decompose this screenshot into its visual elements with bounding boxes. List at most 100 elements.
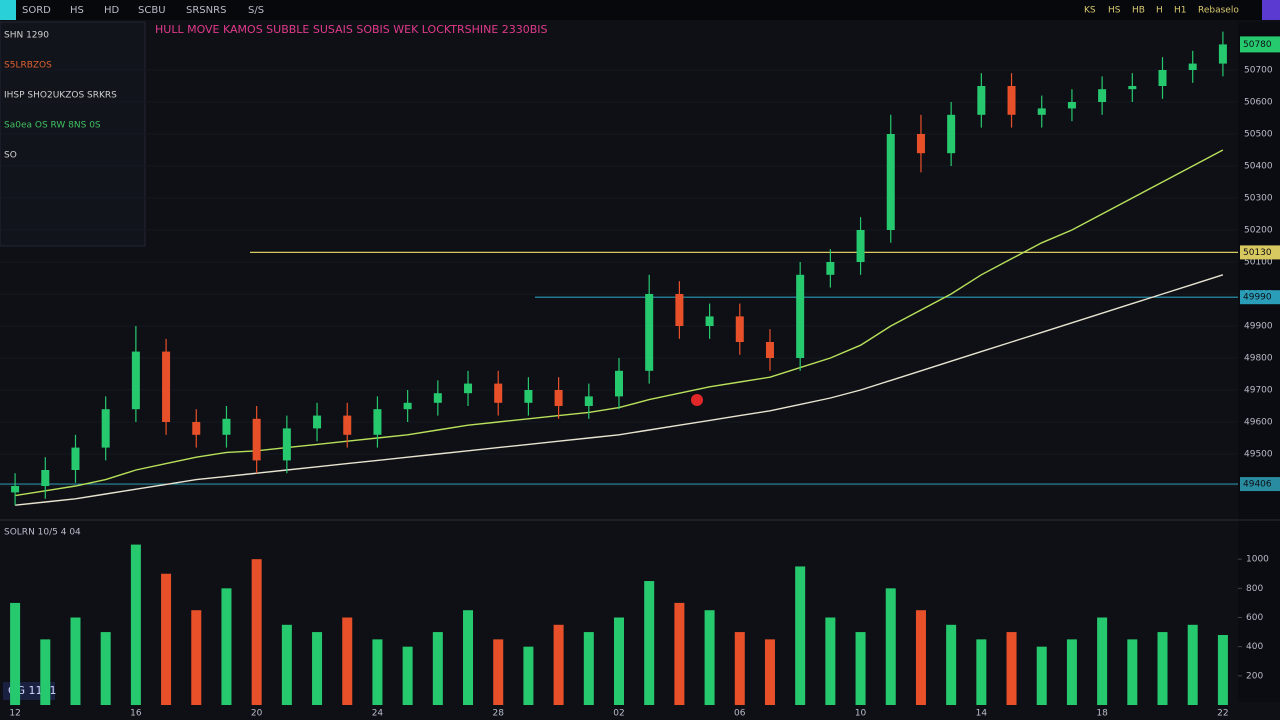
info-line: SHN 1290 bbox=[4, 31, 49, 41]
candle-body bbox=[1158, 70, 1167, 86]
toolbar-item[interactable]: HS bbox=[1108, 6, 1121, 16]
last-price-tag bbox=[1240, 36, 1280, 53]
logo[interactable] bbox=[0, 0, 16, 20]
info-line: S5LRBZOS bbox=[4, 61, 52, 71]
candle-body bbox=[222, 418, 231, 435]
level-tag-label: 49990 bbox=[1243, 293, 1272, 303]
volume-bar bbox=[795, 566, 806, 705]
toolbar-item[interactable]: S/S bbox=[248, 5, 264, 16]
volume-bar bbox=[40, 639, 51, 705]
info-line: IHSP SHO2UKZOS SRKRS bbox=[4, 91, 117, 101]
y-tick-label: 49700 bbox=[1244, 386, 1273, 396]
toolbar-item[interactable]: H bbox=[1156, 6, 1163, 16]
x-tick-label: 20 bbox=[251, 709, 263, 719]
candle-body bbox=[343, 415, 352, 435]
account-button[interactable] bbox=[1262, 0, 1280, 20]
candle-body bbox=[796, 274, 805, 358]
candle-body bbox=[282, 428, 291, 461]
candle-body bbox=[71, 447, 80, 470]
candle-body bbox=[464, 383, 473, 394]
candle-body bbox=[11, 486, 20, 493]
candle-body bbox=[41, 470, 50, 486]
volume-bar bbox=[1187, 624, 1198, 705]
toolbar-item[interactable]: HD bbox=[104, 5, 120, 16]
x-tick-label: 14 bbox=[976, 709, 988, 719]
x-tick-label: 24 bbox=[372, 709, 384, 719]
candle-body bbox=[313, 415, 322, 429]
y-tick-label: 50400 bbox=[1244, 162, 1273, 172]
y-tick-label: 50700 bbox=[1244, 66, 1273, 76]
level-tag bbox=[1240, 477, 1280, 492]
volume-bar bbox=[976, 639, 987, 705]
toolbar-item[interactable]: HB bbox=[1132, 6, 1145, 16]
moving-average bbox=[15, 274, 1224, 506]
candle-body bbox=[192, 422, 201, 435]
volume-bar bbox=[130, 544, 141, 705]
level-tag bbox=[1240, 290, 1280, 305]
volume-bar bbox=[1157, 632, 1168, 705]
candle-body bbox=[403, 402, 412, 410]
toolbar-item[interactable]: SRSNRS bbox=[186, 5, 226, 16]
volume-bar bbox=[855, 632, 866, 705]
volume-bar bbox=[915, 610, 926, 705]
chart-title: HULL MOVE KAMOS SUBBLE SUSAIS SOBIS WEK … bbox=[155, 23, 548, 36]
candle-body bbox=[1037, 108, 1046, 115]
volume-bar bbox=[10, 602, 21, 705]
volume-bar bbox=[946, 624, 957, 705]
y-tick-label: 49800 bbox=[1244, 354, 1273, 364]
toolbar-item[interactable]: H1 bbox=[1174, 6, 1187, 16]
volume-bar bbox=[312, 632, 323, 705]
candle-body bbox=[977, 86, 986, 115]
x-tick-label: 06 bbox=[734, 709, 746, 719]
y-tick-label: 50500 bbox=[1244, 130, 1273, 140]
candle-body bbox=[162, 351, 171, 422]
x-tick-label: 22 bbox=[1217, 709, 1228, 719]
candle-body bbox=[705, 316, 714, 326]
volume-bar bbox=[372, 639, 383, 705]
toolbar-item[interactable]: Rebaselo bbox=[1198, 6, 1239, 16]
candle-body bbox=[1098, 89, 1107, 102]
toolbar-item[interactable]: HS bbox=[70, 5, 84, 16]
candle-body bbox=[645, 294, 654, 371]
candle-body bbox=[916, 134, 925, 154]
toolbar-item[interactable]: SORD bbox=[22, 5, 51, 16]
candle-body bbox=[947, 114, 956, 154]
y-tick-label: 49600 bbox=[1244, 418, 1273, 428]
y-tick-label: 50600 bbox=[1244, 98, 1273, 108]
toolbar-item[interactable]: SCBU bbox=[138, 5, 166, 16]
candle-body bbox=[252, 418, 261, 461]
candle-body bbox=[735, 316, 744, 342]
candle-body bbox=[494, 383, 503, 403]
candle-body bbox=[1007, 86, 1016, 115]
volume-bar bbox=[463, 610, 474, 705]
candle-body bbox=[584, 396, 593, 406]
toolbar-item[interactable]: KS bbox=[1084, 6, 1096, 16]
y-tick-label: 49500 bbox=[1244, 450, 1273, 460]
candle-body bbox=[886, 134, 895, 230]
volume-bar bbox=[70, 617, 81, 705]
candle-body bbox=[826, 262, 835, 275]
alert-marker[interactable] bbox=[691, 394, 703, 406]
volume-bar bbox=[825, 617, 836, 705]
volume-bar bbox=[523, 646, 534, 705]
volume-bar bbox=[674, 602, 685, 705]
level-tag bbox=[1240, 245, 1280, 260]
candle-body bbox=[615, 370, 623, 397]
volume-tick-label: 1000 bbox=[1246, 555, 1269, 565]
level-tag-label: 50130 bbox=[1243, 248, 1272, 258]
volume-bar bbox=[402, 646, 413, 705]
volume-bar bbox=[281, 624, 292, 705]
volume-bar bbox=[221, 588, 232, 705]
y-tick-label: 50300 bbox=[1244, 194, 1273, 204]
candle-body bbox=[1128, 86, 1137, 90]
volume-bar bbox=[1066, 639, 1077, 705]
volume-bar bbox=[100, 632, 111, 705]
candle-body bbox=[1188, 63, 1197, 70]
volume-label: SOLRN 10/5 4 04 bbox=[4, 528, 81, 538]
volume-bar bbox=[1097, 617, 1108, 705]
volume-tick-label: 400 bbox=[1246, 642, 1263, 652]
candle-body bbox=[765, 342, 774, 358]
candle-body bbox=[433, 393, 442, 403]
candle-body bbox=[675, 294, 684, 326]
